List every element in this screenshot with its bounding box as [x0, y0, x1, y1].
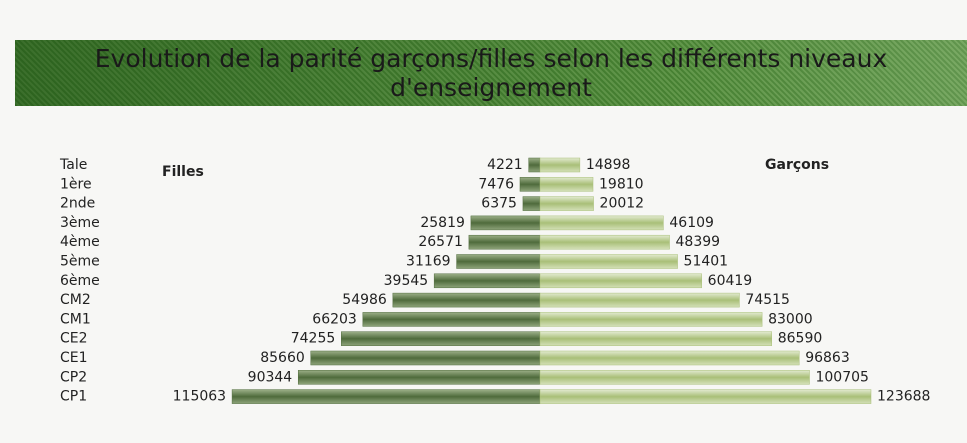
- category-label: 5ème: [60, 254, 100, 270]
- value-label: 20012: [600, 196, 645, 212]
- value-label: 86590: [778, 331, 823, 347]
- bar-garcons: [539, 292, 740, 308]
- bar-filles: [528, 157, 541, 173]
- bar-garcons: [539, 196, 594, 211]
- bar-garcons: [539, 331, 772, 346]
- bar-garcons: [539, 177, 594, 192]
- value-label: 31169: [406, 254, 451, 270]
- value-label: 74515: [745, 292, 790, 308]
- value-label: 48399: [676, 234, 721, 250]
- value-label: 60419: [708, 273, 753, 289]
- legend-right: Garçons: [765, 157, 829, 173]
- bar-filles: [231, 389, 541, 404]
- bar-garcons: [539, 273, 702, 289]
- value-label: 83000: [768, 311, 813, 327]
- category-label: 3ème: [60, 215, 100, 231]
- value-label: 51401: [684, 254, 729, 270]
- bar-filles: [470, 215, 541, 231]
- bar-filles: [522, 196, 541, 211]
- category-label: 1ère: [60, 176, 92, 192]
- value-label: 96863: [805, 350, 850, 366]
- category-label: CE2: [60, 331, 88, 347]
- chart-title: Evolution de la parité garçons/filles se…: [94, 44, 888, 102]
- value-label: 115063: [173, 389, 226, 405]
- bar-garcons: [539, 312, 763, 327]
- legend-left: Filles: [162, 164, 204, 180]
- category-label: CE1: [60, 350, 88, 366]
- category-label: CM2: [60, 292, 91, 308]
- bar-garcons: [539, 370, 810, 385]
- value-label: 54986: [342, 292, 387, 308]
- category-label: 2nde: [60, 196, 95, 212]
- value-label: 4221: [487, 157, 523, 173]
- category-label: 6ème: [60, 273, 100, 289]
- bar-filles: [392, 292, 541, 308]
- value-label: 25819: [420, 215, 465, 231]
- bar-filles: [519, 177, 541, 192]
- category-label: CP1: [60, 389, 87, 405]
- value-label: 66203: [312, 311, 357, 327]
- bar-filles: [433, 273, 541, 289]
- value-label: 100705: [815, 369, 868, 385]
- value-label: 85660: [260, 350, 305, 366]
- category-label: CP2: [60, 369, 87, 385]
- bar-filles: [468, 234, 541, 250]
- category-label: Tale: [59, 157, 87, 173]
- bar-filles: [456, 254, 541, 269]
- value-label: 7476: [478, 176, 514, 192]
- bar-garcons: [539, 254, 678, 269]
- bar-garcons: [539, 350, 800, 366]
- title-banner: [15, 40, 967, 106]
- value-label: 39545: [384, 273, 429, 289]
- value-label: 90344: [248, 369, 293, 385]
- bar-filles: [341, 331, 541, 346]
- value-label: 19810: [599, 176, 644, 192]
- value-label: 123688: [877, 389, 930, 405]
- bar-garcons: [539, 389, 872, 404]
- bar-garcons: [539, 234, 670, 250]
- bar-filles: [310, 350, 541, 366]
- category-label: 4ème: [60, 234, 100, 250]
- bar-garcons: [539, 157, 581, 173]
- bar-filles: [297, 370, 541, 385]
- category-label: CM1: [60, 311, 91, 327]
- bar-garcons: [539, 215, 664, 231]
- value-label: 6375: [481, 196, 517, 212]
- value-label: 46109: [669, 215, 714, 231]
- bar-filles: [362, 312, 541, 327]
- value-label: 26571: [418, 234, 463, 250]
- value-label: 74255: [291, 331, 336, 347]
- value-label: 14898: [586, 157, 631, 173]
